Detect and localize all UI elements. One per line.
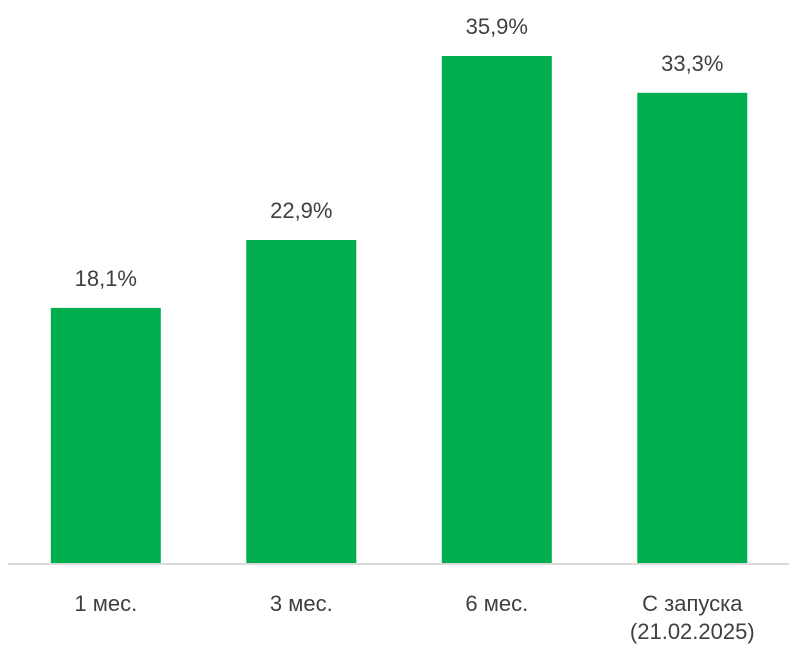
value-label-2: 22,9% <box>270 198 332 223</box>
category-label-2: 3 мес. <box>270 591 333 616</box>
category-label-2-line-1: 3 мес. <box>270 591 333 616</box>
category-label-3: 6 мес. <box>465 591 528 616</box>
bar-2 <box>246 240 357 564</box>
bar-3 <box>441 56 552 564</box>
category-label-4: С запуска (21.02.2025) <box>630 591 755 644</box>
category-label-1-line-1: 1 мес. <box>74 591 137 616</box>
bars-group <box>50 56 748 565</box>
value-label-3: 35,9% <box>466 14 528 39</box>
value-label-1: 18,1% <box>75 266 137 291</box>
value-labels-group: 18,1% 22,9% 35,9% 33,3% <box>75 14 724 291</box>
category-label-3-line-1: 6 мес. <box>465 591 528 616</box>
category-label-1: 1 мес. <box>74 591 137 616</box>
category-label-4-line-2: (21.02.2025) <box>630 619 755 644</box>
category-labels-group: 1 мес. 3 мес. 6 мес. С запуска (21.02.2025) <box>74 591 754 644</box>
value-label-4: 33,3% <box>661 51 723 76</box>
bar-1 <box>50 307 161 564</box>
bar-4 <box>637 92 748 565</box>
category-label-4-line-1: С запуска <box>642 591 743 616</box>
